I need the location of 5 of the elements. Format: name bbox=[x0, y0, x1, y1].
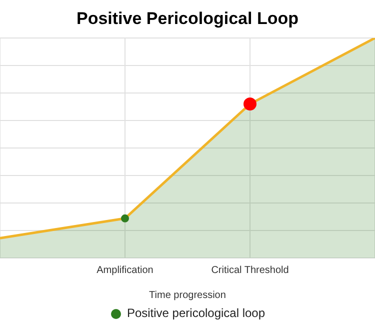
x-tick-label: Critical Threshold bbox=[211, 265, 289, 276]
x-axis-title: Time progression bbox=[149, 290, 226, 301]
legend-label: Positive pericological loop bbox=[126, 306, 266, 320]
chart-title: Positive Pericological Loop bbox=[76, 8, 300, 30]
x-tick-label: Amplification bbox=[96, 265, 154, 276]
